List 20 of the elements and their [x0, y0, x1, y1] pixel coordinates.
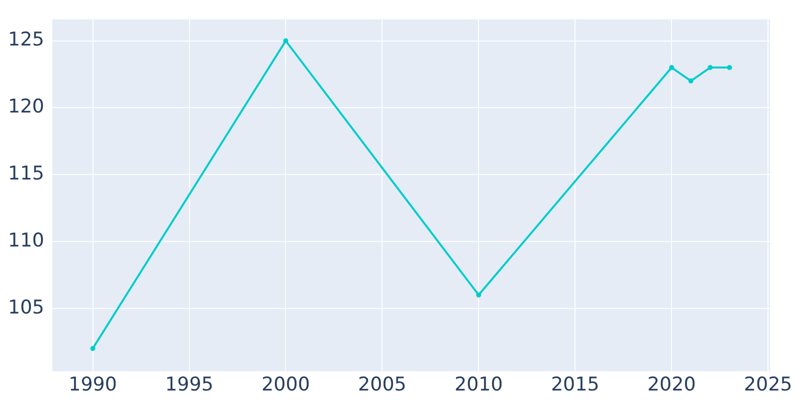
x-tick-label: 2005 — [358, 374, 406, 396]
x-tick-label: 2020 — [647, 374, 696, 396]
y-tick-label: 120 — [8, 96, 44, 118]
y-tick-label: 110 — [8, 229, 44, 252]
y-tick-label: 105 — [8, 296, 44, 318]
point — [708, 65, 713, 70]
point — [476, 292, 482, 298]
x-tick-label: 1995 — [165, 374, 214, 396]
y-tick-label: 115 — [8, 162, 44, 185]
point — [283, 38, 288, 44]
point — [726, 65, 732, 70]
y-tick-label: 125 — [8, 28, 44, 51]
x-tick-label: 2015 — [550, 374, 600, 396]
x-tick-label: 2010 — [454, 374, 503, 396]
x-tick-label: 2025 — [744, 374, 792, 396]
point — [90, 346, 96, 351]
x-tick-label: 2000 — [262, 374, 310, 396]
point — [688, 78, 694, 84]
point — [669, 65, 674, 70]
x-tick-label: 1990 — [68, 374, 117, 396]
